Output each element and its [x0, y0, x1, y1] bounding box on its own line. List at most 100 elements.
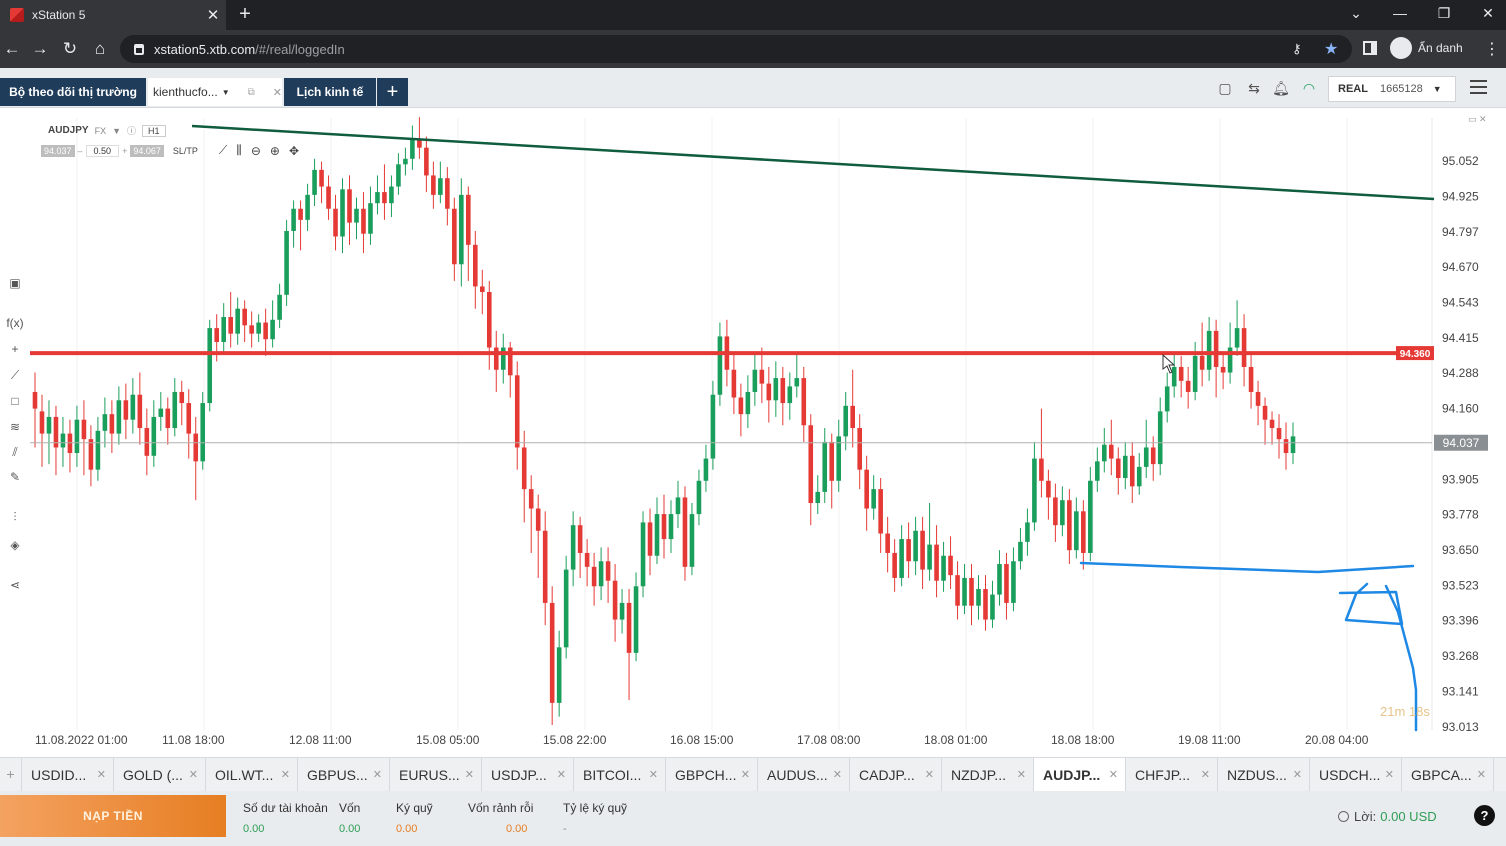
- symbol-name[interactable]: AUDJPY: [48, 125, 89, 136]
- instrument-tab[interactable]: OIL.WT... ✕: [206, 758, 298, 791]
- close-icon[interactable]: ✕: [1200, 769, 1210, 781]
- side-panel-icon[interactable]: [1363, 41, 1377, 55]
- candle: [528, 475, 534, 553]
- forward-arrow-icon[interactable]: →: [31, 39, 49, 58]
- instrument-tab[interactable]: GBPCA... ✕: [1402, 758, 1494, 791]
- close-icon[interactable]: ✕: [556, 769, 566, 781]
- instrument-tab[interactable]: EURUS... ✕: [390, 758, 482, 791]
- fibonacci-icon[interactable]: ≋: [9, 420, 21, 434]
- line-tool-icon[interactable]: ⟋: [10, 368, 20, 382]
- instrument-tab[interactable]: USDJP... ✕: [482, 758, 574, 791]
- line-chart-icon[interactable]: ⟋: [218, 143, 228, 157]
- instrument-tab[interactable]: GBPCH... ✕: [666, 758, 758, 791]
- close-icon[interactable]: ✕: [1108, 769, 1118, 781]
- close-icon[interactable]: ✕: [464, 769, 474, 781]
- instrument-tab[interactable]: AUDUS... ✕: [758, 758, 850, 791]
- close-icon[interactable]: ✕: [1476, 769, 1486, 781]
- layers-icon[interactable]: ◈: [10, 538, 20, 552]
- tab-search-icon[interactable]: ⌄: [1350, 5, 1362, 21]
- add-tab-button[interactable]: +: [377, 78, 408, 106]
- chevron-down-icon[interactable]: ▼: [221, 87, 230, 97]
- minimize-button[interactable]: —: [1393, 5, 1407, 21]
- close-icon[interactable]: ✕: [648, 769, 658, 781]
- layout-icon[interactable]: ▢: [1218, 80, 1232, 96]
- rectangle-tool-icon[interactable]: □: [11, 394, 19, 408]
- instrument-tab[interactable]: GBPUS... ✕: [298, 758, 390, 791]
- new-tab-button[interactable]: +: [239, 3, 251, 25]
- bookmark-star-icon[interactable]: ★: [1324, 41, 1339, 58]
- address-bar[interactable]: xstation5.xtb.com /#/real/loggedIn ⚷ ★: [120, 35, 1352, 63]
- price-alert-icon[interactable]: ⇆: [1248, 80, 1260, 96]
- info-icon[interactable]: [1338, 811, 1349, 822]
- instrument-tab[interactable]: GOLD (... ✕: [114, 758, 206, 791]
- instrument-tab[interactable]: CHFJP... ✕: [1126, 758, 1218, 791]
- zoom-out-icon[interactable]: ⊖: [250, 143, 261, 158]
- close-icon[interactable]: ✕: [188, 769, 198, 781]
- close-tab-icon[interactable]: ✕: [206, 7, 220, 24]
- browser-menu-icon[interactable]: ⋮: [1484, 41, 1500, 58]
- browser-tab[interactable]: xStation 5 ✕: [0, 0, 226, 30]
- close-icon[interactable]: ✕: [924, 769, 934, 781]
- info-icon[interactable]: ⓘ: [127, 126, 137, 136]
- instrument-tab[interactable]: USDCH... ✕: [1310, 758, 1402, 791]
- close-icon[interactable]: ✕: [1292, 769, 1302, 781]
- close-icon[interactable]: ✕: [832, 769, 842, 781]
- close-icon[interactable]: ✕: [280, 769, 290, 781]
- help-button[interactable]: ?: [1474, 805, 1495, 826]
- indicators-icon[interactable]: f(x): [6, 316, 24, 330]
- close-icon[interactable]: ✕: [272, 86, 282, 99]
- plus-icon[interactable]: +: [122, 145, 128, 156]
- chart-type-icon[interactable]: ▣: [9, 276, 21, 290]
- time-axis-label: 16.08 15:00: [670, 733, 734, 747]
- restore-button[interactable]: ❐: [1437, 5, 1451, 21]
- tab-custom-workspace[interactable]: kienthucfo... ▼ ⧉ ✕: [148, 78, 282, 106]
- drawn-support-line[interactable]: [1079, 561, 1415, 574]
- instrument-tab[interactable]: USDID... ✕: [22, 758, 114, 791]
- instrument-tab[interactable]: BITCOI... ✕: [574, 758, 666, 791]
- close-window-button[interactable]: ✕: [1482, 5, 1494, 21]
- instrument-tab[interactable]: AUDJP... ✕: [1034, 758, 1126, 791]
- instrument-tab[interactable]: NZDJP... ✕: [942, 758, 1034, 791]
- channel-tool-icon[interactable]: ⫽: [12, 445, 18, 459]
- bell-icon[interactable]: 🔔︎: [1272, 80, 1290, 96]
- chevron-down-icon[interactable]: ▼: [112, 125, 122, 136]
- chart-window-controls[interactable]: ▭ ✕: [1468, 114, 1487, 124]
- move-icon[interactable]: ✥: [288, 143, 300, 158]
- sl-tp-button[interactable]: SL/TP: [172, 145, 198, 156]
- chart-area[interactable]: 94.360 95.052 94.925 94.797 94.670 94.543 94.…: [30, 108, 1506, 758]
- instrument-tab[interactable]: NZDUS... ✕: [1218, 758, 1310, 791]
- trendline[interactable]: [191, 124, 1435, 201]
- close-icon[interactable]: ✕: [740, 769, 750, 781]
- reload-icon[interactable]: ↻: [62, 39, 78, 58]
- timeframe-selector[interactable]: H1: [142, 124, 166, 137]
- candles-icon[interactable]: ⫼: [236, 143, 242, 157]
- pen-tool-icon[interactable]: ✎: [9, 470, 21, 484]
- measure-icon[interactable]: ⫶: [13, 510, 17, 524]
- hamburger-menu-icon[interactable]: [1470, 80, 1487, 94]
- home-icon[interactable]: ⌂: [94, 39, 106, 58]
- account-selector[interactable]: REAL 1665128 ▼: [1328, 76, 1456, 102]
- price-chart[interactable]: 94.360 95.052 94.925 94.797 94.670 94.543 94.…: [30, 108, 1506, 758]
- minus-icon[interactable]: –: [77, 145, 83, 156]
- zoom-in-icon[interactable]: ⊕: [269, 143, 280, 158]
- incognito-profile[interactable]: Ẩn danh: [1390, 37, 1463, 59]
- crosshair-icon[interactable]: +: [11, 342, 19, 356]
- tab-market-watch[interactable]: Bộ theo dõi thị trường: [0, 78, 146, 106]
- close-icon[interactable]: ✕: [96, 769, 106, 781]
- tab-economic-calendar[interactable]: Lịch kinh tế: [284, 78, 376, 106]
- instrument-tab[interactable]: CADJP... ✕: [850, 758, 942, 791]
- popout-icon[interactable]: ⧉: [247, 86, 255, 98]
- drawn-arrow-annotation[interactable]: [1338, 582, 1418, 732]
- close-icon[interactable]: ✕: [372, 769, 382, 781]
- buy-price-button[interactable]: 94.067: [130, 144, 164, 157]
- lot-size-input[interactable]: 0.50: [85, 144, 120, 157]
- close-icon[interactable]: ✕: [1016, 769, 1026, 781]
- sell-price-button[interactable]: 94.037: [41, 144, 75, 157]
- share-icon[interactable]: ⋖: [9, 578, 21, 592]
- lock-icon[interactable]: [134, 43, 144, 55]
- key-icon[interactable]: ⚷: [1292, 41, 1302, 56]
- close-icon[interactable]: ✕: [1384, 769, 1394, 781]
- deposit-button[interactable]: NẠP TIỀN: [0, 795, 226, 837]
- back-arrow-icon[interactable]: ←: [3, 39, 21, 58]
- add-instrument-button[interactable]: +: [0, 758, 22, 791]
